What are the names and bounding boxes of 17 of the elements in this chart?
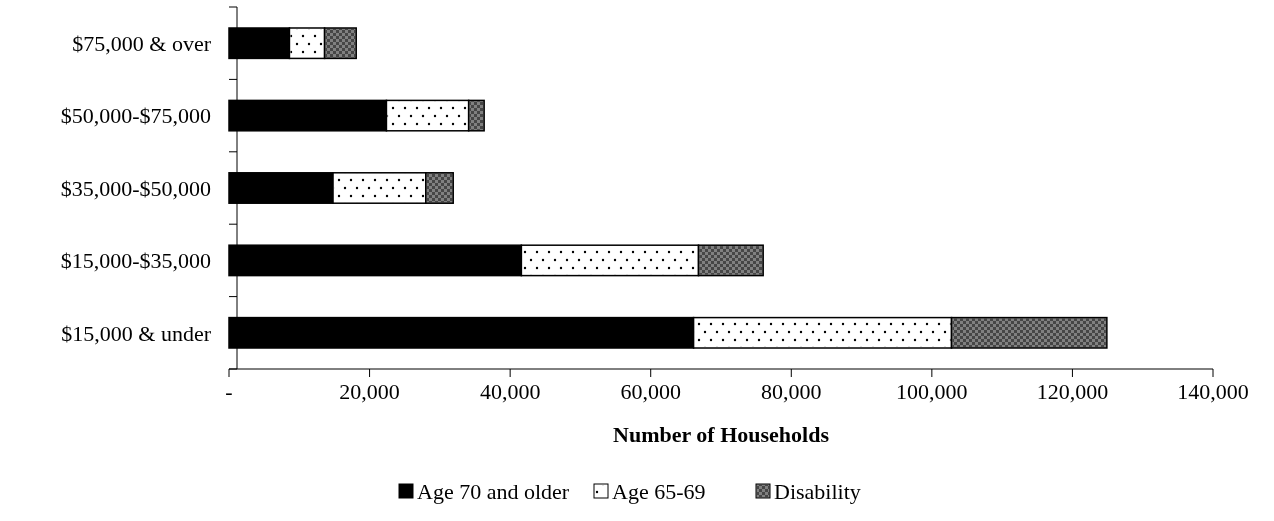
- y-tick-label: $75,000 & over: [72, 30, 212, 56]
- x-tick-label: 20,000: [339, 379, 400, 404]
- legend-label: Age 70 and older: [417, 478, 570, 504]
- x-tick-label: 140,000: [1177, 379, 1249, 404]
- legend-label: Age 65-69: [612, 478, 706, 504]
- x-tick-label: 40,000: [479, 379, 541, 404]
- x-tick-label: 60,000: [620, 379, 681, 404]
- legend-label: Disability: [774, 478, 861, 504]
- x-tick-label: 120,000: [1036, 379, 1109, 404]
- x-tick-label: 100,000: [896, 379, 968, 404]
- x-tick-label: -: [225, 379, 233, 404]
- y-tick-label: $15,000-$35,000: [60, 248, 211, 274]
- x-axis-title: Number of Households: [613, 422, 830, 447]
- x-tick-label: 80,000: [761, 379, 822, 404]
- y-tick-label: $50,000-$75,000: [60, 103, 211, 129]
- y-tick-label: $35,000-$50,000: [60, 175, 211, 201]
- y-tick-label: $15,000 & under: [61, 320, 212, 346]
